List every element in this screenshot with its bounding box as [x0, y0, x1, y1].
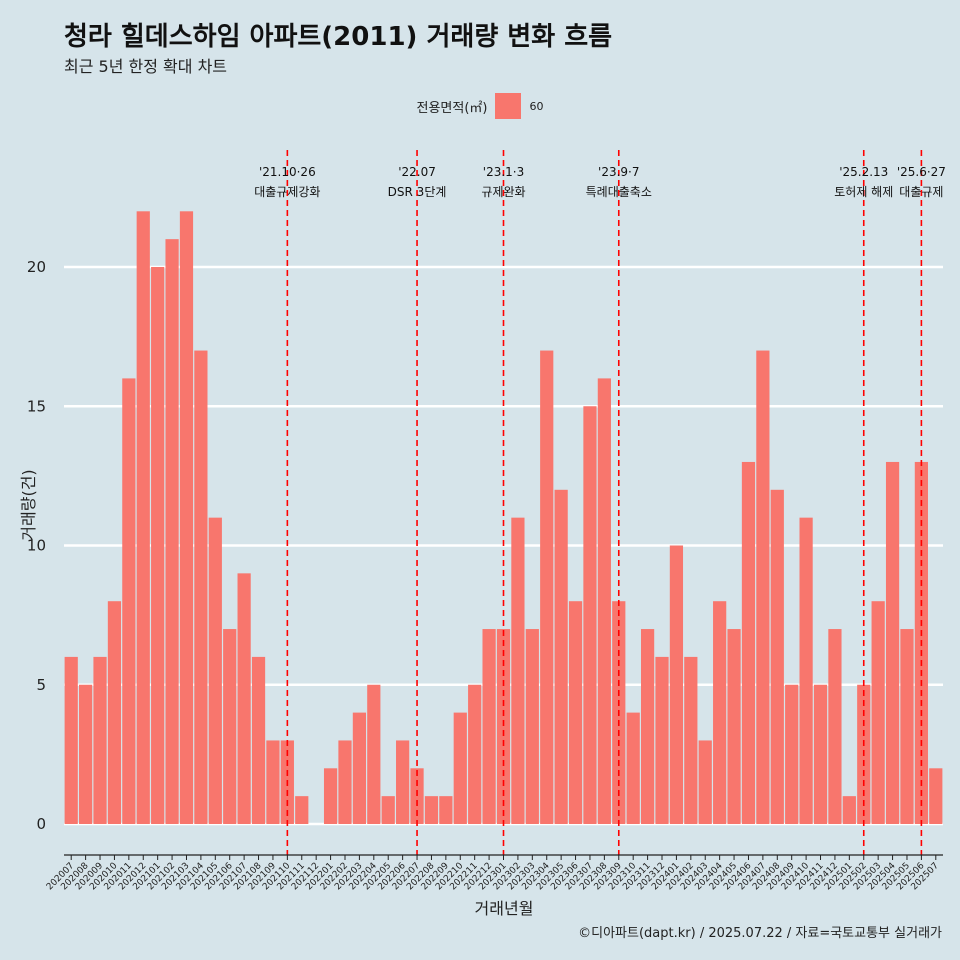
annotation-date: '21.10·26 — [259, 165, 316, 179]
bar-202503 — [871, 601, 885, 824]
chart-title: 청라 힐데스하임 아파트(2011) 거래량 변화 흐름 — [64, 22, 613, 52]
bar-202201 — [323, 768, 338, 824]
bar-202008 — [79, 684, 93, 824]
bar-202405 — [727, 629, 741, 824]
bar-202307 — [583, 406, 597, 824]
bar-202306 — [568, 601, 583, 824]
bar-202105 — [208, 517, 222, 824]
bar-202011 — [122, 378, 136, 824]
y-tick-label: 20 — [27, 258, 46, 276]
bar-202104 — [194, 350, 208, 824]
bar-202412 — [828, 629, 842, 824]
bar-202106 — [223, 629, 237, 824]
y-tick-label: 5 — [36, 676, 46, 694]
bar-202211 — [468, 684, 482, 824]
bar-202403 — [698, 740, 712, 824]
bar-202409 — [785, 684, 799, 824]
annotation-label: 특례대출축소 — [586, 185, 652, 199]
annotation-label: 대출규제 — [899, 185, 943, 199]
annotation-date: '25.6·27 — [897, 165, 946, 179]
bar-202212 — [482, 629, 496, 824]
bar-202305 — [554, 489, 568, 824]
legend: 전용면적(㎡) 60 — [0, 93, 960, 119]
caption: ©디아파트(dapt.kr) / 2025.07.22 / 자료=국토교통부 실… — [578, 926, 942, 941]
bar-202407 — [756, 350, 770, 824]
bar-202404 — [713, 601, 727, 824]
bar-202202 — [338, 740, 352, 824]
bar-202102 — [165, 239, 179, 824]
bar-202107 — [237, 573, 251, 824]
bar-202304 — [540, 350, 554, 824]
bar-202206 — [396, 740, 410, 824]
bars — [64, 211, 943, 825]
bar-202209 — [439, 796, 453, 824]
bar-202310 — [626, 712, 640, 824]
bar-202402 — [684, 656, 698, 824]
x-axis: 2020072020082020092020102020112020122021… — [45, 854, 943, 892]
bar-202007 — [64, 656, 78, 824]
legend-title: 전용면적(㎡) — [416, 100, 488, 116]
bar-202108 — [251, 656, 266, 824]
annotation-date: '22.07 — [398, 165, 436, 179]
y-axis: 0 5 10 15 20 — [27, 258, 46, 833]
bar-202302 — [511, 517, 525, 824]
bar-202408 — [770, 489, 784, 824]
bar-202507 — [929, 768, 943, 824]
bar-202410 — [799, 517, 813, 824]
bar-202308 — [597, 378, 611, 824]
annotation-label: DSR 3단계 — [388, 185, 447, 199]
bar-202311 — [640, 629, 655, 824]
bar-202012 — [136, 211, 150, 825]
annotation-lines — [286, 150, 923, 855]
annotation-label: 규제완화 — [481, 185, 525, 199]
y-tick-label: 10 — [27, 537, 46, 555]
legend-label: 60 — [529, 99, 544, 113]
bar-202208 — [424, 796, 439, 824]
bar-202301 — [496, 629, 511, 824]
bar-202401 — [669, 545, 684, 824]
chart-subtitle: 최근 5년 한정 확대 차트 — [64, 57, 228, 76]
annotation-date: '25.2.13 — [839, 165, 888, 179]
bar-202205 — [381, 796, 395, 824]
bar-202101 — [151, 267, 165, 824]
annotation-label: 대출규제강화 — [254, 185, 320, 199]
bar-202303 — [525, 629, 539, 824]
annotations: '21.10·26 대출규제강화 '22.07 DSR 3단계 '23.1·3 규제완화 '… — [254, 165, 946, 199]
bar-202009 — [93, 656, 107, 824]
x-axis-title: 거래년월 — [475, 899, 534, 918]
annotation-date: '23.9·7 — [598, 165, 639, 179]
bar-202501 — [842, 796, 856, 824]
bar-202312 — [655, 656, 669, 824]
bar-202103 — [179, 211, 194, 825]
bar-202207 — [410, 768, 424, 824]
y-axis-title: 거래량(건) — [19, 469, 38, 540]
bar-202504 — [885, 461, 900, 824]
bar-202010 — [107, 601, 122, 824]
annotation-date: '23.1·3 — [483, 165, 524, 179]
bar-202203 — [352, 712, 367, 824]
bar-202111 — [295, 796, 309, 824]
bar-202204 — [367, 684, 381, 824]
bar-202109 — [266, 740, 280, 824]
y-tick-label: 0 — [36, 815, 46, 833]
bar-202505 — [900, 629, 914, 824]
legend-color-key — [495, 93, 522, 119]
annotation-label: 토허제 해제 — [834, 185, 893, 199]
bar-202411 — [813, 684, 828, 824]
y-tick-label: 15 — [27, 397, 46, 415]
bar-202406 — [741, 461, 756, 824]
bar-202210 — [453, 712, 467, 824]
